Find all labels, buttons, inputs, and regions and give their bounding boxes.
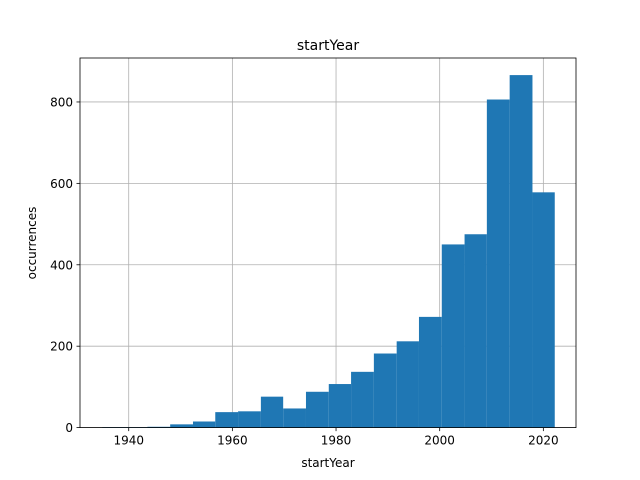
y-axis-ticks: 0 200 400 600 800 xyxy=(50,95,80,435)
histogram-bar xyxy=(373,353,397,428)
histogram-bar xyxy=(215,412,239,428)
chart-title: startYear xyxy=(297,38,359,54)
histogram-bar xyxy=(147,426,171,428)
histogram-bar xyxy=(351,371,374,428)
plot-frame xyxy=(79,57,577,429)
x-axis-label: startYear xyxy=(301,456,354,470)
histogram-bar xyxy=(532,192,555,428)
y-tick-label: 600 xyxy=(50,177,73,191)
histogram-bar xyxy=(260,396,284,428)
histogram-bar xyxy=(418,316,442,428)
histogram-bar xyxy=(509,75,533,428)
histogram-bar xyxy=(328,384,352,428)
histogram-bar xyxy=(170,424,193,428)
x-tick-label: 1980 xyxy=(321,434,352,448)
histogram-bar xyxy=(396,341,419,428)
histogram-bar xyxy=(238,411,261,428)
histogram-bar xyxy=(192,421,216,428)
x-tick-label: 2000 xyxy=(424,434,455,448)
y-tick-label: 800 xyxy=(50,95,73,109)
histogram-bar xyxy=(283,408,306,428)
x-tick-label: 1940 xyxy=(113,434,144,448)
histogram-bar xyxy=(441,244,465,428)
y-tick-label: 200 xyxy=(50,340,73,354)
histogram-bar xyxy=(305,391,329,428)
histogram-bar xyxy=(486,99,510,428)
x-tick-label: 2020 xyxy=(528,434,559,448)
y-axis-label: occurrences xyxy=(25,207,39,280)
x-axis-ticks: 1940 1960 1980 2000 2020 xyxy=(113,427,559,448)
histogram-bars xyxy=(102,75,555,428)
y-tick-label: 0 xyxy=(65,421,73,435)
x-tick-label: 1960 xyxy=(217,434,248,448)
histogram-bar xyxy=(464,234,487,428)
y-tick-label: 400 xyxy=(50,258,73,272)
